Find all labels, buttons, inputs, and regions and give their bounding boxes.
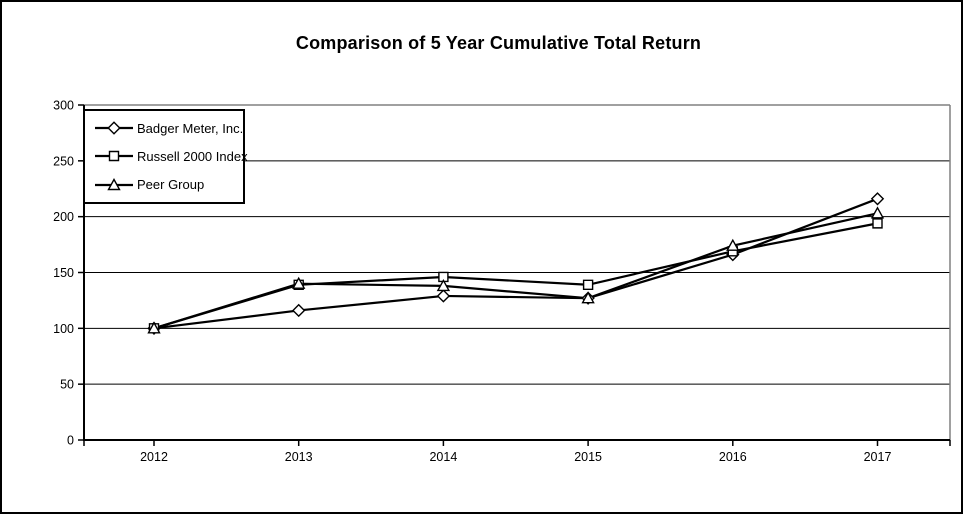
series-line-peer-group <box>153 212 878 330</box>
chart-title: Comparison of 5 Year Cumulative Total Re… <box>295 33 702 53</box>
legend-label: Peer Group <box>137 177 205 193</box>
legend-triangle-marker-icon <box>95 177 133 191</box>
series-marker-triangle-peer-group <box>726 238 740 251</box>
y-axis-tick-label: 250 <box>53 154 74 168</box>
legend: Badger Meter, Inc. Russell 2000 Index Peer… <box>83 109 248 204</box>
series-marker-diamond-badger-meter-inc <box>436 289 451 303</box>
legend-label: Russell 2000 Index <box>137 148 248 164</box>
series-marker-diamond-badger-meter-inc <box>292 303 306 318</box>
x-axis-tick-label: 2014 <box>429 450 457 464</box>
legend-entry-russell-2000-index: Russell 2000 Index <box>92 143 248 169</box>
series-marker-triangle-peer-group <box>292 276 306 289</box>
legend-square-marker-icon <box>95 151 133 162</box>
series-marker-diamond-badger-meter-inc <box>870 192 885 206</box>
series-marker-square-russell-2000-index <box>582 279 594 290</box>
series-line-badger-meter-inc <box>153 197 878 330</box>
y-axis-tick-label: 50 <box>60 378 74 392</box>
y-axis-tick-label: 300 <box>53 99 74 113</box>
series-marker-square-russell-2000-index <box>872 218 883 229</box>
y-axis-tick-label: 100 <box>53 322 74 336</box>
series-marker-triangle-peer-group <box>436 278 451 292</box>
y-axis-tick-label: 200 <box>53 210 74 224</box>
series-marker-triangle-peer-group <box>870 206 885 219</box>
y-axis-tick-label: 0 <box>67 434 74 448</box>
x-axis-tick-label: 2016 <box>719 450 747 464</box>
legend-entry-badger-meter-inc: Badger Meter, Inc. <box>92 115 243 141</box>
x-axis-tick-label: 2012 <box>140 450 168 464</box>
x-axis-tick-label: 2017 <box>864 450 892 464</box>
legend-label: Badger Meter, Inc. <box>137 120 244 136</box>
x-axis-tick-label: 2015 <box>574 450 602 464</box>
series-marker-triangle-peer-group <box>147 321 161 334</box>
legend-diamond-marker-icon <box>95 121 133 135</box>
y-axis-tick-label: 150 <box>53 266 74 280</box>
series-marker-square-russell-2000-index <box>438 271 449 283</box>
series-line-russell-2000-index <box>153 222 878 330</box>
series-marker-triangle-peer-group <box>581 291 595 304</box>
legend-entry-peer-group: Peer Group <box>92 172 243 198</box>
x-axis-tick-label: 2013 <box>285 450 313 464</box>
